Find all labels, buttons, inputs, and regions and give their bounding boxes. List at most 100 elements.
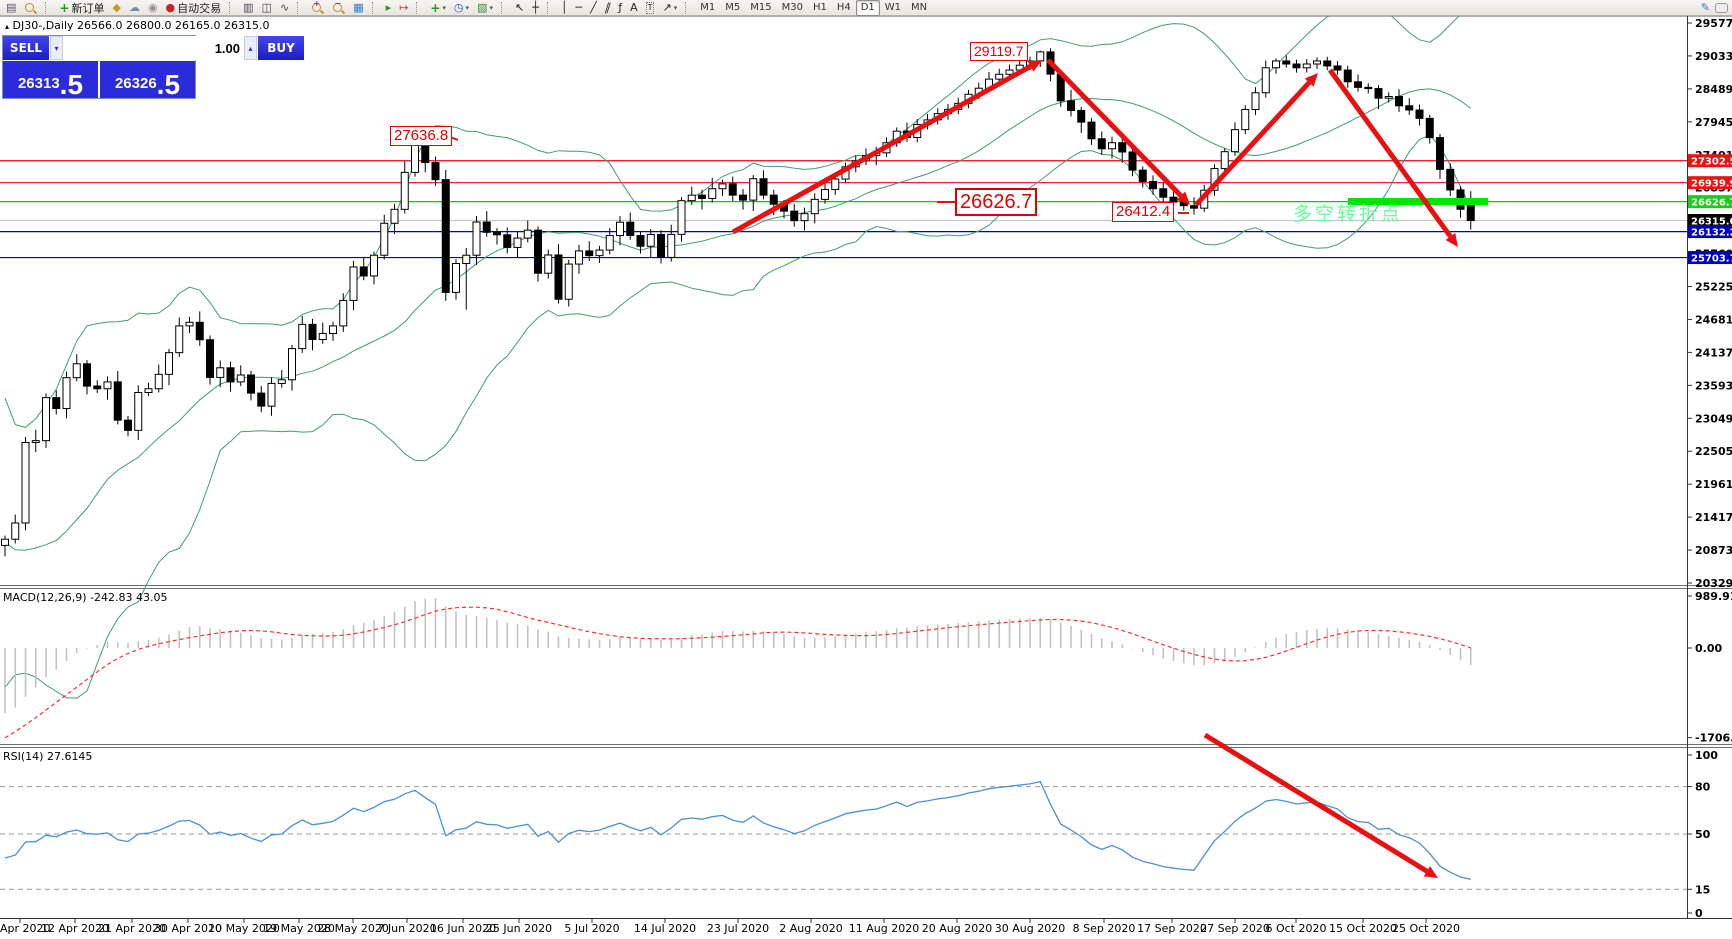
sell-price-frac: .5 bbox=[59, 69, 84, 101]
fibo-icon: ƒ bbox=[618, 0, 623, 14]
templates-button[interactable]: ▧ ▾ bbox=[473, 0, 497, 16]
chat-icon[interactable] bbox=[1715, 2, 1728, 13]
magnifier-icon: − bbox=[333, 0, 343, 12]
zoom-in-button[interactable]: + bbox=[307, 0, 328, 16]
horizontal-line-button[interactable]: ─ bbox=[571, 0, 586, 16]
timeframe-w1-button[interactable]: W1 bbox=[884, 2, 902, 13]
auto-scroll-button[interactable]: ▸ bbox=[382, 0, 396, 16]
edit-icon[interactable]: ✎ bbox=[1700, 1, 1710, 14]
toolbar-separator bbox=[297, 1, 304, 14]
chart-zoom-window-button[interactable] bbox=[20, 0, 41, 16]
chart-shift-button[interactable]: ↦ bbox=[395, 0, 412, 16]
cursor-button[interactable]: ↖ bbox=[511, 0, 528, 16]
signals-button[interactable]: ◉ bbox=[144, 0, 162, 16]
fibonacci-button[interactable]: ƒ bbox=[614, 0, 626, 16]
svg-text:23593.0: 23593.0 bbox=[1695, 379, 1732, 392]
cursor-icon: ↖ bbox=[514, 0, 525, 14]
channel-icon: ∥ bbox=[602, 0, 613, 14]
trendline-button[interactable]: ╱ bbox=[586, 0, 601, 16]
svg-text:22505.0: 22505.0 bbox=[1695, 445, 1732, 458]
price-annotation-27636[interactable]: 27636.8 bbox=[390, 126, 453, 146]
buy-button[interactable]: BUY bbox=[258, 36, 304, 60]
grid-icon: ▤ bbox=[6, 0, 17, 14]
signal-icon: ◉ bbox=[147, 0, 158, 14]
svg-text:12 Apr 2020: 12 Apr 2020 bbox=[41, 922, 109, 935]
svg-text:27945.0: 27945.0 bbox=[1695, 116, 1732, 129]
arrows-button[interactable]: ↗ ▾ bbox=[658, 0, 681, 16]
svg-text:11 Aug 2020: 11 Aug 2020 bbox=[849, 922, 919, 935]
cross-icon: ┼ bbox=[532, 0, 539, 14]
crosshair-button[interactable]: ┼ bbox=[528, 0, 543, 16]
price-annotation-29119[interactable]: 29119.7 bbox=[970, 42, 1028, 61]
volume-control: ▾ ▴ bbox=[49, 36, 258, 60]
svg-text:24137.0: 24137.0 bbox=[1695, 346, 1732, 359]
timeframe-d1-button[interactable]: D1 bbox=[855, 0, 880, 16]
rsi-indicator-label: RSI(14) 27.6145 bbox=[3, 750, 93, 763]
pivot-note-text[interactable]: 多空转折点 bbox=[1293, 204, 1404, 225]
svg-text:21961.0: 21961.0 bbox=[1695, 478, 1732, 491]
text-button[interactable]: A bbox=[626, 0, 642, 16]
svg-text:15: 15 bbox=[1695, 883, 1710, 896]
price-axis[interactable]: 29577.029033.028489.027945.027401.026857… bbox=[1687, 17, 1732, 920]
symbol-marker-icon: ▴ bbox=[5, 22, 10, 31]
text-label-button[interactable]: T bbox=[642, 0, 659, 16]
magnifier-icon: + bbox=[312, 0, 322, 12]
new-chart-button[interactable]: ▤ bbox=[2, 0, 20, 16]
volume-increase-button[interactable]: ▴ bbox=[244, 36, 257, 60]
svg-text:5 Jul 2020: 5 Jul 2020 bbox=[564, 922, 619, 935]
svg-text:23 Jul 2020: 23 Jul 2020 bbox=[707, 922, 769, 935]
textA-icon: A bbox=[630, 0, 638, 14]
autotrading-button[interactable]: ● 自动交易 bbox=[162, 0, 226, 16]
volume-decrease-button[interactable]: ▾ bbox=[50, 36, 63, 60]
toolbar-separator bbox=[546, 1, 554, 14]
svg-text:989.91: 989.91 bbox=[1695, 590, 1732, 603]
toolbar-separator bbox=[416, 1, 423, 14]
chart-symbol-period: DJ30-,Daily bbox=[12, 19, 74, 32]
toolbar-separator bbox=[500, 1, 508, 14]
hline-icon: ─ bbox=[575, 0, 583, 14]
volume-input[interactable] bbox=[63, 36, 244, 60]
svg-text:0: 0 bbox=[1695, 907, 1703, 920]
svg-text:30 Aug 2020: 30 Aug 2020 bbox=[995, 922, 1065, 935]
sell-price-main: 26313 bbox=[17, 75, 60, 92]
svg-text:10 May 2020: 10 May 2020 bbox=[208, 922, 280, 935]
vertical-line-button[interactable]: │ bbox=[557, 0, 572, 16]
plus-icon: + bbox=[430, 0, 441, 15]
market-history-button[interactable]: ◆ bbox=[108, 0, 124, 16]
new-order-button[interactable]: + 新订单 bbox=[55, 0, 108, 16]
buy-price[interactable]: 26326.5 bbox=[100, 61, 195, 99]
sell-button[interactable]: SELL bbox=[3, 36, 49, 60]
svg-text:25703.7: 25703.7 bbox=[1691, 254, 1732, 265]
sell-price[interactable]: 26313.5 bbox=[3, 61, 98, 101]
timeframe-m5-button[interactable]: M5 bbox=[725, 2, 741, 13]
price-annotation-26626[interactable]: 26626.7 bbox=[955, 188, 1038, 216]
zoom-out-button[interactable]: − bbox=[328, 0, 349, 16]
support-highlight-bar[interactable] bbox=[1348, 198, 1488, 205]
indicators-button[interactable]: + ▾ bbox=[426, 0, 450, 16]
line-chart-button[interactable]: ∿ bbox=[276, 0, 293, 16]
publisher-button[interactable]: ☁ bbox=[125, 0, 144, 16]
timeframe-m1-button[interactable]: M1 bbox=[700, 2, 716, 13]
panel-frame bbox=[0, 16, 1732, 919]
svg-text:25225.0: 25225.0 bbox=[1695, 281, 1732, 294]
play-icon: ▸ bbox=[385, 0, 392, 14]
price-annotation-26412[interactable]: 26412.4 bbox=[1112, 202, 1175, 222]
timeframe-h4-button[interactable]: H4 bbox=[836, 2, 851, 13]
timeframe-m30-button[interactable]: M30 bbox=[781, 2, 803, 13]
bar-chart-button[interactable]: ▥ bbox=[239, 0, 257, 16]
svg-text:100: 100 bbox=[1695, 749, 1718, 762]
periods-button[interactable]: ◷ ▾ bbox=[450, 0, 473, 16]
timeframe-h1-button[interactable]: H1 bbox=[812, 2, 827, 13]
svg-text:14 Jul 2020: 14 Jul 2020 bbox=[634, 922, 696, 935]
svg-text:26315.0: 26315.0 bbox=[1691, 217, 1732, 228]
svg-text:20873.0: 20873.0 bbox=[1695, 544, 1732, 557]
equidistant-channel-button[interactable]: ∥ bbox=[601, 0, 615, 16]
candle-chart-button[interactable]: ◫ bbox=[258, 0, 276, 16]
tile-windows-button[interactable]: ▦ bbox=[349, 0, 367, 16]
timeframe-mn-button[interactable]: MN bbox=[911, 2, 928, 13]
timeframe-m15-button[interactable]: M15 bbox=[750, 2, 772, 13]
